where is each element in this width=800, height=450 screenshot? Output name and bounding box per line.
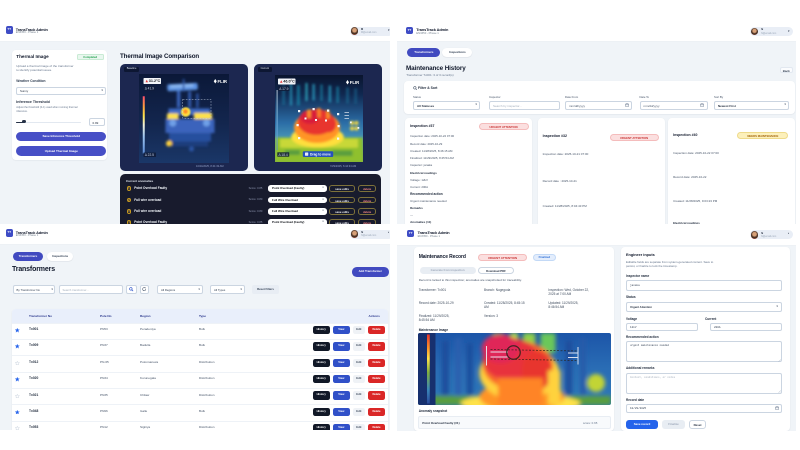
svg-text:31.2°C: 31.2°C (149, 78, 161, 82)
svg-text:Drag to move: Drag to move (310, 152, 331, 156)
svg-text:Δ 22.5: Δ 22.5 (145, 153, 154, 157)
svg-text:Δ 41.9: Δ 41.9 (145, 86, 154, 90)
svg-text:Δ 18.4: Δ 18.4 (278, 153, 287, 157)
svg-text:FLIR: FLIR (218, 78, 227, 83)
svg-text:FLIR: FLIR (349, 80, 358, 85)
svg-text:46.0°C: 46.0°C (283, 79, 295, 83)
svg-text:Δ 17.9: Δ 17.9 (279, 87, 288, 91)
